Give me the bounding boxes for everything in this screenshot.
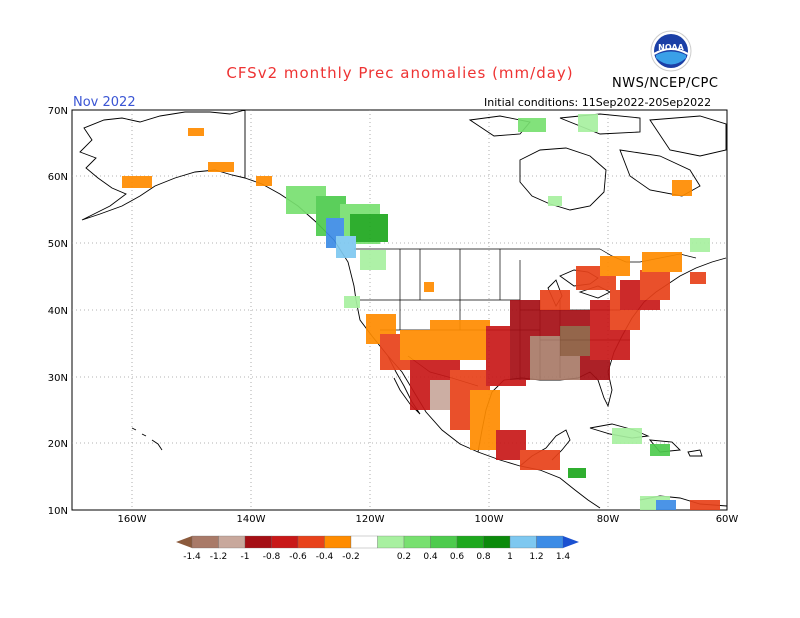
legend-swatch <box>536 535 564 549</box>
legend-label: -0.2 <box>342 552 360 562</box>
legend-label: -1.2 <box>210 552 228 562</box>
noaa-logo: NOAA <box>650 30 692 72</box>
legend-swatch <box>244 535 272 549</box>
legend-label: -0.4 <box>316 552 334 562</box>
lat-label: 70N <box>48 106 68 117</box>
initial-conditions: Initial conditions: 11Sep2022-20Sep2022 <box>484 96 712 109</box>
legend-label: 1 <box>507 552 513 562</box>
legend-swatch <box>483 535 511 549</box>
svg-text:NOAA: NOAA <box>658 43 684 52</box>
agency-label: NWS/NCEP/CPC <box>612 76 719 91</box>
map-title: CFSv2 monthly Prec anomalies (mm/day) <box>226 64 574 82</box>
legend-swatch <box>218 535 246 549</box>
legend-label: -0.8 <box>263 552 281 562</box>
lat-label: 50N <box>48 239 68 250</box>
anomaly-shading <box>122 114 720 510</box>
legend-label: 0.6 <box>450 552 465 562</box>
legend-label: 0.8 <box>476 552 491 562</box>
lat-label: 20N <box>48 439 68 450</box>
legend-swatch <box>509 535 537 549</box>
legend-arrow-right <box>563 536 579 548</box>
legend-label: 0.2 <box>397 552 411 562</box>
lon-label: 60W <box>716 514 739 525</box>
lon-label: 80W <box>597 514 620 525</box>
legend-swatch <box>350 535 378 549</box>
legend-swatch <box>271 535 299 549</box>
legend-swatch <box>297 535 325 549</box>
legend-label: 1.2 <box>529 552 543 562</box>
legend-arrow-left <box>176 536 192 548</box>
legend-swatch <box>191 535 219 549</box>
lat-label: 10N <box>48 506 68 517</box>
lat-label: 40N <box>48 306 68 317</box>
lat-label: 60N <box>48 172 68 183</box>
legend-swatch <box>324 535 352 549</box>
lat-label: 30N <box>48 373 68 384</box>
legend-swatch <box>456 535 484 549</box>
color-legend: -1.4 -1.2 -1 -0.8 -0.6 -0.4 -0.2 0.2 0.4 0.6 0.8 1 1… <box>176 535 579 562</box>
longitude-labels: 160W 140W 120W 100W 80W 60W <box>118 514 739 525</box>
lon-label: 120W <box>356 514 385 525</box>
legend-label: -0.6 <box>289 552 307 562</box>
latitude-labels: 70N 60N 50N 40N 30N 20N 10N <box>48 106 68 517</box>
legend-label: -1 <box>241 552 250 562</box>
legend-swatch <box>377 535 405 549</box>
legend-swatch <box>403 535 431 549</box>
lon-label: 140W <box>237 514 266 525</box>
legend-label: -1.4 <box>183 552 201 562</box>
forecast-month: Nov 2022 <box>73 95 136 110</box>
legend-label: 1.4 <box>556 552 571 562</box>
legend-label: 0.4 <box>423 552 438 562</box>
lon-label: 100W <box>475 514 504 525</box>
lon-label: 160W <box>118 514 147 525</box>
legend-swatch <box>430 535 458 549</box>
